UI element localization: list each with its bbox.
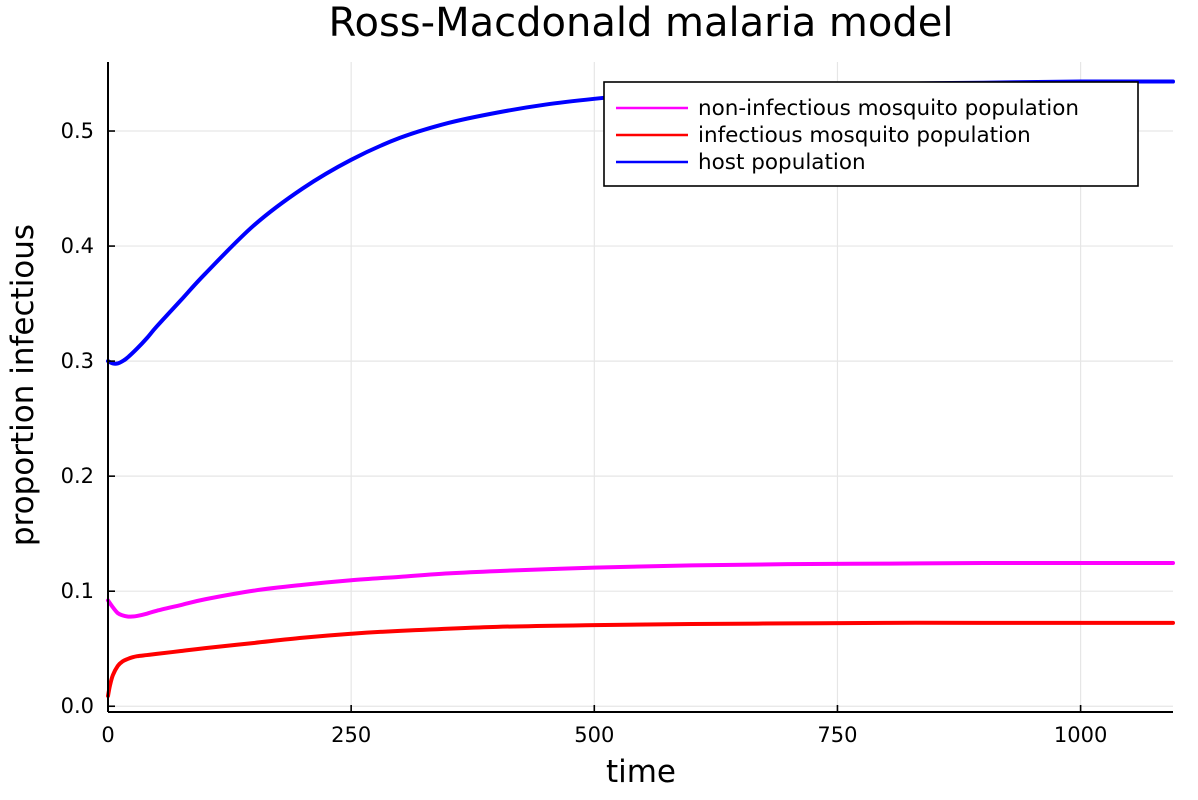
series-line-non-infectious-mosquito-population — [106, 560, 1175, 619]
tick-labels: 0 250 500 750 1000 0.0 0.1 0.2 0.3 0.4 0.5 — [61, 119, 1108, 747]
x-tick-label: 1000 — [1054, 723, 1107, 747]
chart-title: Ross-Macdonald malaria model — [329, 0, 954, 46]
y-axis-label: proportion infectious — [5, 224, 41, 546]
y-tick-label: 0.0 — [61, 694, 94, 718]
y-tick-label: 0.2 — [61, 464, 94, 488]
y-tick-label: 0.3 — [61, 349, 94, 373]
legend-box — [603, 81, 1139, 187]
axes — [107, 62, 1173, 713]
legend-label: infectious mosquito population — [698, 123, 1031, 148]
x-axis-label: time — [606, 754, 676, 790]
x-tick-label: 750 — [817, 723, 857, 747]
y-tick-label: 0.5 — [61, 119, 94, 143]
y-tick-label: 0.1 — [61, 579, 94, 603]
legend-label: non-infectious mosquito population — [698, 96, 1079, 121]
x-tick-label: 0 — [101, 723, 114, 747]
series-line-infectious-mosquito-population — [106, 620, 1175, 698]
x-tick-label: 500 — [574, 723, 614, 747]
legend: non-infectious mosquito populationinfect… — [603, 81, 1139, 187]
y-tick-label: 0.4 — [61, 234, 94, 258]
x-tick-label: 250 — [331, 723, 371, 747]
legend-label: host population — [698, 150, 866, 175]
grid — [107, 62, 1173, 712]
